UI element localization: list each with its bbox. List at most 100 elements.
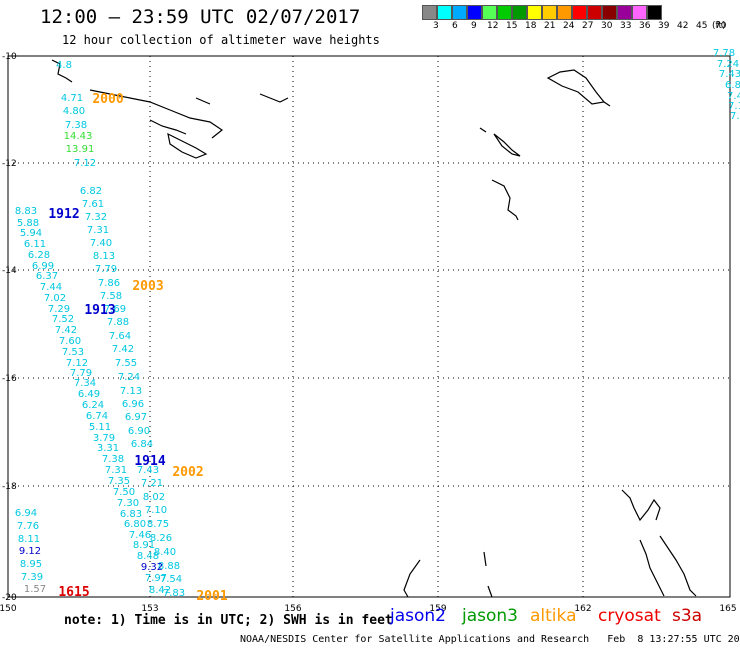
legend-labels: 3 6 9 12 15 18 21 24 27 30 33 36 39 42 45 70 (ft) [422,20,740,34]
lon-tick-label: 153 [141,604,158,614]
wave-height-label: 6.80 [124,519,146,530]
legend-swatch [512,5,527,20]
wave-height-label: 6.96 [122,399,144,410]
legend-label: 70 [715,21,727,31]
legend-label: 12 [487,21,499,31]
legend-label: 42 [677,21,689,31]
wave-height-label: 7.86 [98,278,120,289]
legend-swatch [617,5,632,20]
wave-height-label: 7.39 [21,572,43,583]
pass-time-label: 2000 [92,92,123,107]
coastline [89,89,224,139]
wave-height-label: 7.64 [109,331,131,342]
wave-height-label: 6.97 [125,412,147,423]
legend-swatch [587,5,602,20]
wave-height-label: 7.10 [145,505,167,516]
wave-height-label: 7.40 [90,238,112,249]
legend-swatch [437,5,452,20]
wave-height-label: 6.84 [131,439,153,450]
wave-height-label: 4.80 [63,106,85,117]
coastline [403,559,421,598]
satellite-s3a: s3a [672,606,703,626]
wave-height-label: 13.91 [66,144,95,155]
wave-height-label: 8.26 [150,533,172,544]
chart-title: 12:00 – 23:59 UTC 02/07/2017 [40,6,361,28]
wave-height-label: 9.32 [141,562,163,573]
satellite-altika: altika [530,606,577,626]
wave-height-label: 7.1 [728,101,740,112]
wave-height-label: 6.90 [128,426,150,437]
coastline [659,535,697,597]
wave-height-label: 8.48 [137,551,159,562]
lat-tick-label: -20 [2,593,17,603]
wave-height-label: 5.11 [89,422,111,433]
coastline [149,119,187,135]
legend-swatch [527,5,542,20]
wave-height-label: 6.82 [80,186,102,197]
wave-height-label: 7.76 [17,521,39,532]
legend-swatch [557,5,572,20]
wave-height-label: 5.88 [17,218,39,229]
pass-time-label: 1615 [58,585,89,600]
wave-height-label: 7.55 [115,358,137,369]
wave-height-label: 8.88 [158,561,180,572]
wave-height-label: 8.11 [18,534,40,545]
pass-time-label: 1914 [134,454,165,469]
legend-swatches [422,5,740,20]
satellite-jason3: jason3 [462,606,518,626]
wave-height-label: 7.52 [52,314,74,325]
color-legend: 3 6 9 12 15 18 21 24 27 30 33 36 39 42 45 70 (ft) [422,5,740,34]
wave-height-label: 7.29 [48,304,70,315]
wave-height-label: 7.0 [730,111,740,122]
pass-time-label: 1912 [48,207,79,222]
legend-label: 45 [696,21,708,31]
lon-tick-label: 156 [284,604,301,614]
legend-swatch [542,5,557,20]
legend-swatch [467,5,482,20]
wave-height-label: 7.13 [120,386,142,397]
wave-height-label: 7.88 [107,317,129,328]
wave-height-label: 9.12 [19,546,41,557]
wave-height-label: 5.94 [20,228,42,239]
legend-label: 30 [601,21,613,31]
chart-subtitle: 12 hour collection of altimeter wave hei… [62,33,380,47]
wave-height-label: 7.53 [62,347,84,358]
lon-tick-label: 159 [429,604,446,614]
wave-height-label: 3.79 [93,433,115,444]
wave-height-label: 7.31 [87,225,109,236]
lat-tick-label: -14 [2,266,17,276]
wave-height-label: 14.43 [64,131,93,142]
coastline [487,585,493,598]
legend-swatch [482,5,497,20]
wave-height-label: 7.4 [727,91,740,102]
coastline [259,93,289,103]
wave-height-label: 7.34 [74,378,96,389]
coastline [479,127,487,133]
wave-height-label: 8.02 [143,492,165,503]
legend-label: 24 [563,21,575,31]
legend-label: 9 [471,21,477,31]
legend-label: 3 [433,21,439,31]
legend-label: 6 [452,21,458,31]
wave-height-label: 7.30 [117,498,139,509]
pass-time-label: 2003 [132,279,163,294]
coastline [639,539,665,597]
wave-height-label: 7.97 [145,573,167,584]
wave-height-label: 7.79 [95,264,117,275]
wave-height-label: 7.50 [113,487,135,498]
wave-height-label: 6.37 [36,271,58,282]
wave-height-label: 7.38 [65,120,87,131]
wave-height-label: 7.31 [105,465,127,476]
footer-note: note: 1) Time is in UTC; 2) SWH is in fe… [64,613,393,628]
wave-height-label: 7.78 [713,48,735,59]
legend-swatch [572,5,587,20]
lon-tick-label: 150 [0,604,17,614]
wave-height-label: 3.31 [97,443,119,454]
wave-height-label: 7.02 [44,293,66,304]
coastline [603,101,611,107]
legend-swatch [632,5,647,20]
lat-tick-label: -16 [2,374,17,384]
wave-height-label: 6.83 [120,509,142,520]
wave-height-label: 8.42 [149,585,171,596]
wave-height-label: 7.79 [70,368,92,379]
